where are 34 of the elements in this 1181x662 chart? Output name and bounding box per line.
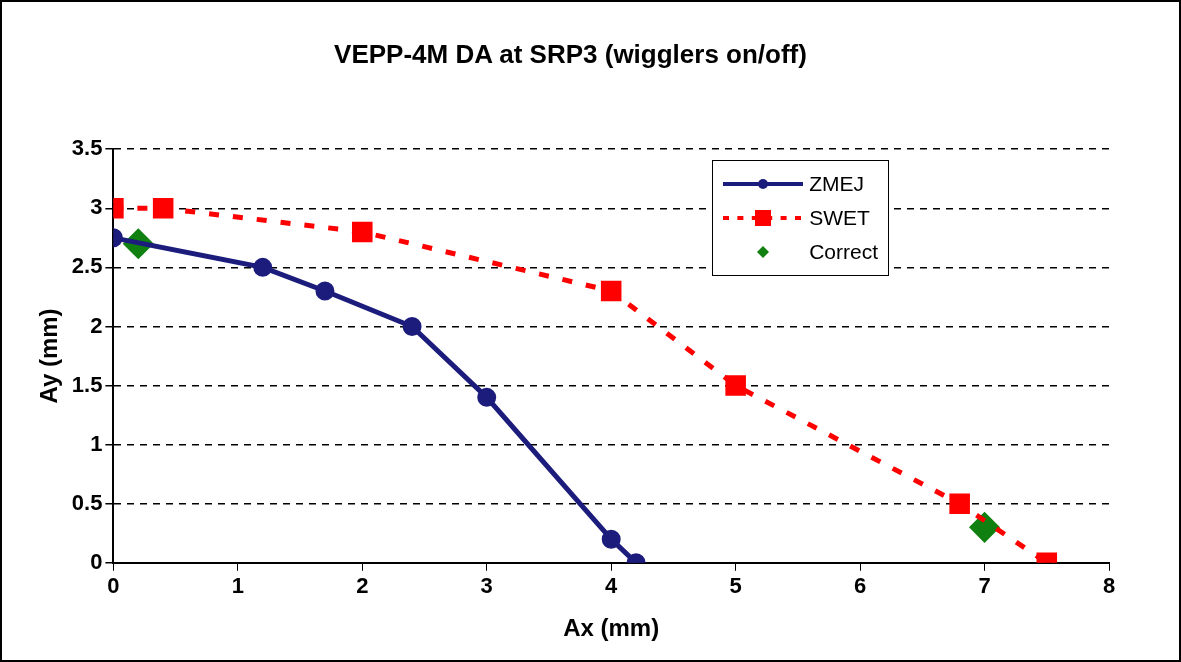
point xyxy=(600,280,622,302)
point xyxy=(152,198,174,219)
x-tick-label: 3 xyxy=(480,573,493,599)
point xyxy=(402,316,422,336)
point xyxy=(725,375,746,396)
y-tick-label: 0 xyxy=(90,548,103,574)
x-tick-label: 1 xyxy=(231,573,244,599)
y-tick-label: 2 xyxy=(90,312,103,338)
x-tick-label: 7 xyxy=(978,573,991,599)
y-tick-label: 0.5 xyxy=(71,489,103,515)
point xyxy=(949,493,970,514)
x-tick-label: 6 xyxy=(853,573,867,599)
point xyxy=(477,387,497,407)
point xyxy=(970,512,1000,542)
point xyxy=(352,221,373,243)
legend-label: SWET xyxy=(809,206,870,230)
x-tick-label: 8 xyxy=(1102,573,1116,599)
chart-title: VEPP-4M DA at SRP3 (wigglers on/off) xyxy=(334,38,807,69)
y-axis-title: Ay (mm) xyxy=(35,308,63,404)
x-axis-title: Ax (mm) xyxy=(563,614,660,642)
y-tick-label: 1 xyxy=(90,430,103,456)
point xyxy=(315,281,335,301)
x-tick-label: 5 xyxy=(729,573,742,599)
y-tick-label: 3 xyxy=(90,194,103,220)
point xyxy=(601,529,621,549)
y-tick-label: 2.5 xyxy=(71,253,103,279)
point xyxy=(253,257,273,277)
x-tick-label: 4 xyxy=(605,573,619,599)
x-tick-label: 0 xyxy=(107,573,120,599)
legend-label: Correct xyxy=(809,240,878,264)
y-tick-label: 3.5 xyxy=(71,135,103,161)
y-tick-label: 1.5 xyxy=(71,371,103,397)
x-tick-label: 2 xyxy=(356,573,369,599)
legend-label: ZMEJ xyxy=(809,172,864,196)
